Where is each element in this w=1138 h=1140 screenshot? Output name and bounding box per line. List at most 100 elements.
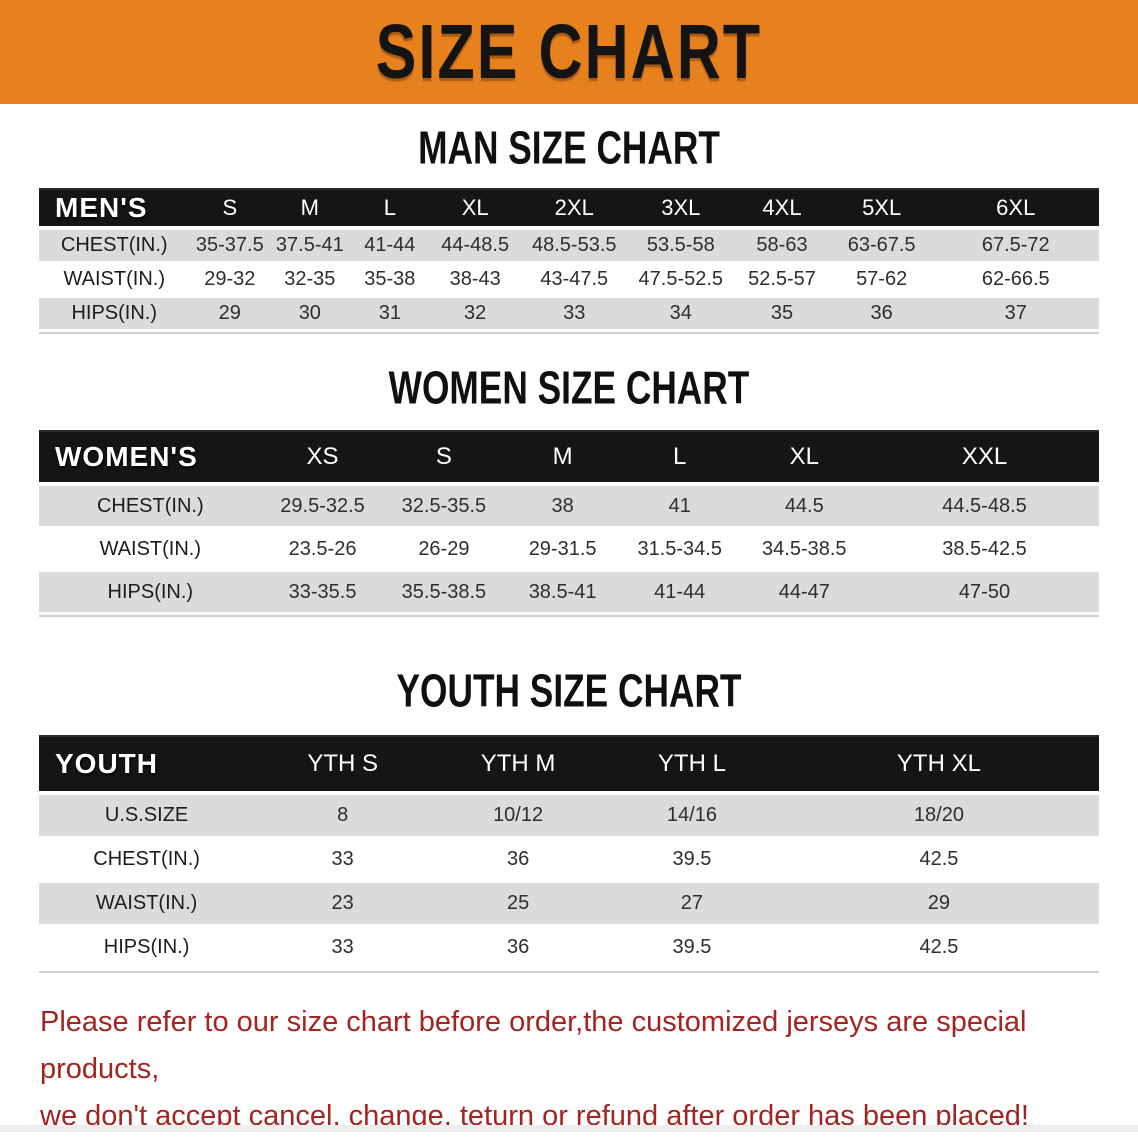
size-value: 47.5-52.5 bbox=[628, 264, 734, 298]
size-value: 34 bbox=[628, 298, 734, 332]
column-header: 2XL bbox=[520, 188, 629, 230]
column-header: S bbox=[383, 430, 505, 486]
size-value: 32.5-35.5 bbox=[383, 486, 505, 529]
size-value: 18/20 bbox=[778, 795, 1099, 839]
row-label: WAIST(IN.) bbox=[39, 883, 255, 927]
size-value: 29-32 bbox=[189, 264, 271, 298]
size-value: 32-35 bbox=[270, 264, 350, 298]
column-header: 4XL bbox=[733, 188, 831, 230]
size-value: 38 bbox=[504, 486, 621, 529]
column-header: 3XL bbox=[628, 188, 734, 230]
size-value: 67.5-72 bbox=[932, 230, 1099, 264]
column-header: L bbox=[349, 188, 431, 230]
size-value: 23.5-26 bbox=[261, 529, 384, 572]
youth-chest-row: CHEST(IN.) 33 36 39.5 42.5 bbox=[39, 839, 1099, 883]
column-header: S bbox=[189, 188, 271, 230]
size-value: 35-38 bbox=[349, 264, 431, 298]
women-waist-row: WAIST(IN.) 23.5-26 26-29 29-31.5 31.5-34… bbox=[39, 529, 1099, 572]
row-label: WAIST(IN.) bbox=[39, 529, 262, 572]
youth-header-label: YOUTH bbox=[39, 735, 255, 795]
youth-heading-text: YOUTH SIZE CHART bbox=[396, 664, 742, 717]
women-section-heading: WOMEN SIZE CHART bbox=[0, 360, 1138, 416]
column-header: YTH M bbox=[431, 735, 606, 795]
size-value: 29-31.5 bbox=[504, 529, 621, 572]
column-header: 5XL bbox=[830, 188, 933, 230]
column-header: 6XL bbox=[932, 188, 1099, 230]
men-hips-row: HIPS(IN.) 29 30 31 32 33 34 35 36 37 bbox=[39, 298, 1099, 332]
row-label: CHEST(IN.) bbox=[39, 230, 190, 264]
column-header: XS bbox=[261, 430, 384, 486]
men-waist-row: WAIST(IN.) 29-32 32-35 35-38 38-43 43-47… bbox=[39, 264, 1099, 298]
youth-size-table: YOUTH YTH S YTH M YTH L YTH XL U.S.SIZE … bbox=[39, 735, 1099, 973]
women-heading-text: WOMEN SIZE CHART bbox=[388, 361, 750, 414]
size-value: 25 bbox=[431, 883, 606, 927]
row-label: HIPS(IN.) bbox=[39, 298, 190, 332]
size-value: 31 bbox=[349, 298, 431, 332]
size-value: 39.5 bbox=[605, 839, 779, 883]
men-header-label: MEN'S bbox=[39, 188, 190, 230]
size-value: 43-47.5 bbox=[520, 264, 629, 298]
size-value: 27 bbox=[605, 883, 779, 927]
youth-ussize-row: U.S.SIZE 8 10/12 14/16 18/20 bbox=[39, 795, 1099, 839]
column-header: XL bbox=[738, 430, 870, 486]
column-header: L bbox=[620, 430, 739, 486]
size-value: 29 bbox=[189, 298, 271, 332]
youth-waist-row: WAIST(IN.) 23 25 27 29 bbox=[39, 883, 1099, 927]
size-value: 14/16 bbox=[605, 795, 779, 839]
size-value: 39.5 bbox=[605, 927, 779, 971]
size-value: 62-66.5 bbox=[932, 264, 1099, 298]
size-value: 23 bbox=[254, 883, 432, 927]
size-value: 57-62 bbox=[830, 264, 933, 298]
size-value: 35-37.5 bbox=[189, 230, 271, 264]
youth-hips-row: HIPS(IN.) 33 36 39.5 42.5 bbox=[39, 927, 1099, 971]
men-chest-row: CHEST(IN.) 35-37.5 37.5-41 41-44 44-48.5… bbox=[39, 230, 1099, 264]
size-value: 63-67.5 bbox=[830, 230, 933, 264]
youth-section-heading: YOUTH SIZE CHART bbox=[0, 663, 1138, 719]
footer-disclaimer: Please refer to our size chart before or… bbox=[40, 999, 1118, 1140]
bottom-edge-strip bbox=[0, 1125, 1138, 1132]
size-chart-banner: SIZE CHART bbox=[0, 0, 1138, 104]
size-value: 42.5 bbox=[778, 839, 1099, 883]
size-value: 37 bbox=[932, 298, 1099, 332]
women-chest-row: CHEST(IN.) 29.5-32.5 32.5-35.5 38 41 44.… bbox=[39, 486, 1099, 529]
size-value: 38-43 bbox=[430, 264, 521, 298]
women-hips-row: HIPS(IN.) 33-35.5 35.5-38.5 38.5-41 41-4… bbox=[39, 572, 1099, 615]
women-header-label: WOMEN'S bbox=[39, 430, 262, 486]
column-header: M bbox=[504, 430, 621, 486]
row-label: HIPS(IN.) bbox=[39, 927, 255, 971]
size-value: 48.5-53.5 bbox=[520, 230, 629, 264]
banner-title: SIZE CHART bbox=[375, 9, 763, 95]
women-header-row: WOMEN'S XS S M L XL XXL bbox=[39, 430, 1099, 486]
men-heading-text: MAN SIZE CHART bbox=[418, 121, 720, 174]
men-section-heading: MAN SIZE CHART bbox=[0, 120, 1138, 176]
youth-header-row: YOUTH YTH S YTH M YTH L YTH XL bbox=[39, 735, 1099, 795]
size-value: 32 bbox=[430, 298, 521, 332]
size-value: 26-29 bbox=[383, 529, 505, 572]
row-label: HIPS(IN.) bbox=[39, 572, 262, 615]
size-value: 38.5-42.5 bbox=[870, 529, 1099, 572]
size-value: 35.5-38.5 bbox=[383, 572, 505, 615]
size-value: 34.5-38.5 bbox=[738, 529, 870, 572]
size-value: 41-44 bbox=[620, 572, 739, 615]
size-value: 44-47 bbox=[738, 572, 870, 615]
size-value: 29.5-32.5 bbox=[261, 486, 384, 529]
size-value: 36 bbox=[431, 927, 606, 971]
size-value: 29 bbox=[778, 883, 1099, 927]
men-size-table: MEN'S S M L XL 2XL 3XL 4XL 5XL 6XL CHEST… bbox=[39, 188, 1099, 334]
men-header-row: MEN'S S M L XL 2XL 3XL 4XL 5XL 6XL bbox=[39, 188, 1099, 230]
size-value: 41 bbox=[620, 486, 739, 529]
size-value: 53.5-58 bbox=[628, 230, 734, 264]
size-value: 33 bbox=[254, 927, 432, 971]
column-header: M bbox=[270, 188, 350, 230]
column-header: YTH XL bbox=[778, 735, 1099, 795]
size-value: 44.5-48.5 bbox=[870, 486, 1099, 529]
column-header: YTH L bbox=[605, 735, 779, 795]
footer-line-1: Please refer to our size chart before or… bbox=[40, 1006, 1027, 1085]
size-value: 44-48.5 bbox=[430, 230, 521, 264]
column-header: XXL bbox=[870, 430, 1099, 486]
size-value: 44.5 bbox=[738, 486, 870, 529]
size-value: 30 bbox=[270, 298, 350, 332]
size-value: 47-50 bbox=[870, 572, 1099, 615]
size-value: 41-44 bbox=[349, 230, 431, 264]
size-value: 35 bbox=[733, 298, 831, 332]
